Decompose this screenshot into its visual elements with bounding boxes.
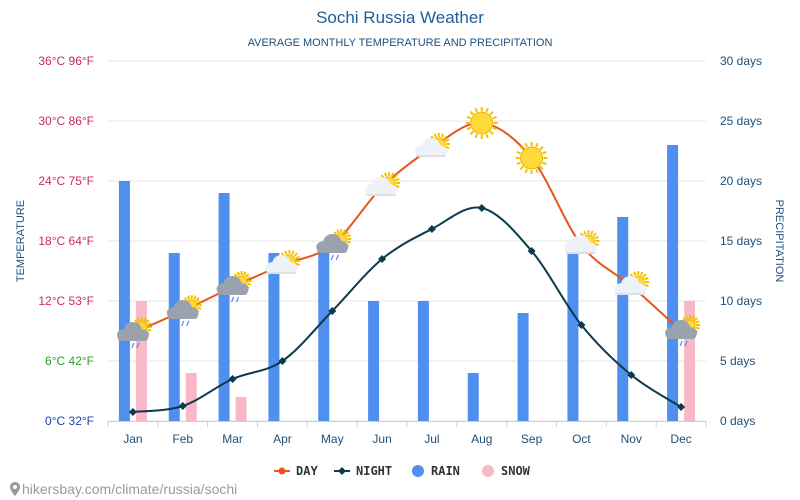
month-label: Oct (572, 432, 591, 446)
sun-cloud-icon (414, 133, 450, 157)
month-axis-ticks: Jan Feb Mar Apr May Jun Jul Aug Sep Oct Nov Dec (107, 421, 707, 446)
month-label: Feb (172, 432, 193, 446)
legend-snow[interactable]: SNOW (482, 464, 531, 478)
rain-bar (617, 217, 629, 421)
rain-bar (567, 253, 579, 421)
night-point (128, 408, 137, 416)
night-temperature-line (132, 206, 682, 413)
cloud-rain-icon (116, 317, 152, 349)
legend-day-marker (278, 467, 286, 475)
snow-bar (684, 301, 696, 421)
legend-night-marker (338, 467, 346, 475)
legend-night[interactable]: NIGHT (334, 464, 392, 478)
rain-bar (417, 301, 429, 421)
rain-bar (368, 301, 380, 421)
night-point (328, 307, 337, 315)
weather-icons (116, 107, 701, 349)
cloud-rain-icon (665, 315, 701, 347)
cloud-rain-icon (216, 271, 252, 303)
precipitation-tick-label: 0 days (720, 414, 755, 428)
sun-cloud-icon (614, 271, 650, 295)
temperature-tick-label: 36°C 96°F (38, 54, 94, 68)
legend-snow-label: SNOW (501, 464, 531, 478)
temperature-tick-label: 12°C 53°F (38, 294, 94, 308)
legend-rain-label: RAIN (431, 464, 460, 478)
precipitation-tick-label: 25 days (720, 114, 762, 128)
precipitation-axis-ticks: 0 days 5 days 10 days 15 days 20 days 25 days… (720, 54, 762, 428)
source-link[interactable]: hikersbay.com/climate/russia/sochi (10, 481, 237, 497)
month-label: Jun (372, 432, 391, 446)
grid-lines (108, 60, 706, 422)
precipitation-tick-label: 10 days (720, 294, 762, 308)
month-label: Sep (521, 432, 543, 446)
month-label: Nov (621, 432, 642, 446)
legend: DAY NIGHT RAIN SNOW (274, 464, 531, 478)
month-label: Aug (471, 432, 492, 446)
cloud-rain-icon (166, 295, 202, 327)
rain-bar (118, 181, 130, 421)
precipitation-tick-label: 15 days (720, 234, 762, 248)
legend-snow-marker (482, 465, 494, 477)
precipitation-bars (118, 145, 696, 421)
night-point (527, 247, 536, 255)
snow-bar (185, 373, 197, 421)
night-point (627, 371, 636, 379)
night-point (477, 204, 486, 212)
temperature-tick-label: 30°C 86°F (38, 114, 94, 128)
rain-bar (268, 253, 280, 421)
night-point (178, 402, 187, 410)
legend-rain[interactable]: RAIN (412, 464, 460, 478)
night-point (228, 375, 237, 383)
rain-bar (517, 313, 529, 421)
rain-bar (318, 253, 330, 421)
chart-title: Sochi Russia Weather (316, 8, 484, 27)
legend-day[interactable]: DAY (274, 464, 318, 478)
night-point (427, 225, 436, 233)
rain-bar (168, 253, 180, 421)
precipitation-tick-label: 5 days (720, 354, 755, 368)
sun-cloud-icon (365, 172, 401, 196)
legend-night-label: NIGHT (356, 464, 392, 478)
night-point (677, 403, 686, 411)
sun-icon (465, 107, 498, 139)
precipitation-tick-label: 30 days (720, 54, 762, 68)
temperature-tick-label: 18°C 64°F (38, 234, 94, 248)
chart-subtitle: AVERAGE MONTHLY TEMPERATURE AND PRECIPIT… (248, 37, 553, 49)
rain-bar (667, 145, 679, 421)
temperature-tick-label: 0°C 32°F (45, 414, 94, 428)
precipitation-axis-title: PRECIPITATION (773, 200, 785, 283)
legend-rain-marker (412, 465, 424, 477)
cloud-rain-icon (316, 229, 352, 261)
temperature-tick-label: 24°C 75°F (38, 174, 94, 188)
month-label: Jul (424, 432, 439, 446)
sun-icon (515, 142, 548, 174)
night-point (577, 321, 586, 329)
month-label: May (321, 432, 344, 446)
map-pin-icon (10, 482, 20, 496)
precipitation-tick-label: 20 days (720, 174, 762, 188)
month-label: Dec (670, 432, 691, 446)
night-point (378, 255, 387, 263)
night-point (278, 357, 287, 365)
snow-bar (135, 301, 147, 421)
temperature-tick-label: 6°C 42°F (45, 354, 94, 368)
sun-cloud-icon (564, 230, 600, 254)
snow-bar (235, 397, 247, 421)
legend-day-label: DAY (296, 464, 318, 478)
sun-cloud-icon (265, 250, 301, 274)
month-label: Jan (123, 432, 142, 446)
month-label: Mar (222, 432, 243, 446)
rain-bar (218, 193, 230, 421)
temperature-lines (128, 121, 686, 416)
temperature-axis-ticks: 0°C 32°F 6°C 42°F 12°C 53°F 18°C 64°F 24°C 7… (38, 54, 94, 428)
rain-bar (467, 373, 479, 421)
month-label: Apr (273, 432, 292, 446)
source-url: hikersbay.com/climate/russia/sochi (22, 481, 237, 497)
temperature-axis-title: TEMPERATURE (15, 200, 27, 282)
